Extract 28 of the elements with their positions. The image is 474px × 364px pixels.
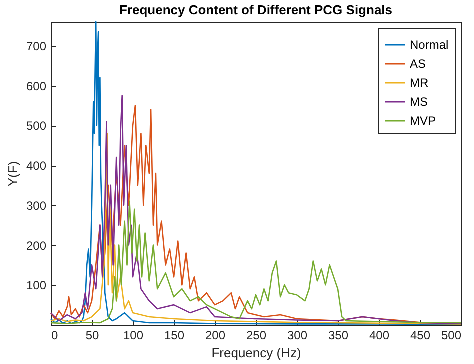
x-tick-label: 350 [328, 328, 349, 342]
y-tick-label: 300 [26, 198, 47, 213]
y-tick-label: 100 [26, 278, 47, 293]
y-tick-label: 600 [26, 79, 47, 94]
x-tick-label: 400 [369, 328, 390, 342]
y-tick-label: 400 [26, 159, 47, 174]
legend-label: AS [410, 57, 426, 71]
y-tick-label: 200 [26, 238, 47, 253]
x-tick-label: 200 [205, 328, 226, 342]
x-tick-label: 0 [52, 328, 58, 342]
line-series [50, 200, 462, 324]
x-tick-label: 300 [287, 328, 308, 342]
x-tick-label: 100 [123, 328, 144, 342]
line-series [50, 21, 462, 326]
y-axis-title: Y(F) [5, 161, 20, 187]
legend-label: Normal [410, 38, 449, 52]
chart-title: Frequency Content of Different PCG Signals [119, 2, 393, 18]
legend-label: MS [410, 95, 428, 109]
y-tick-label: 500 [26, 119, 47, 134]
x-tick-label: 500 [441, 328, 462, 342]
legend-label: MVP [410, 114, 436, 128]
y-tick-label: 700 [26, 39, 47, 54]
legend-label: MR [410, 76, 429, 90]
x-axis-title: Frequency (Hz) [212, 346, 302, 360]
x-tick-label: 150 [164, 328, 185, 342]
x-tick-label: 450 [410, 328, 431, 342]
x-tick-label: 50 [86, 328, 100, 342]
x-tick-label: 250 [246, 328, 267, 342]
